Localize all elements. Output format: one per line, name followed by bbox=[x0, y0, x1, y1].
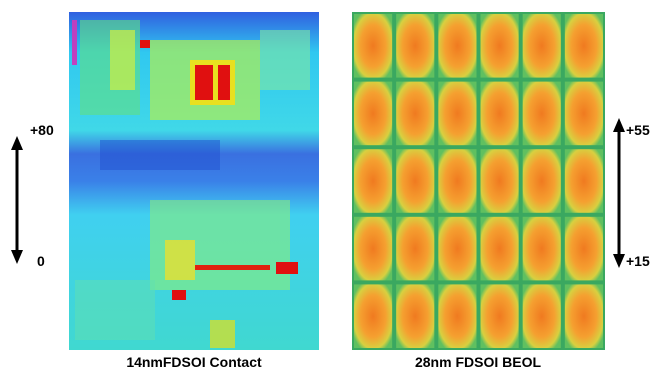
left-heatmap bbox=[69, 12, 319, 350]
tile bbox=[354, 14, 393, 78]
tile bbox=[564, 149, 603, 213]
tile bbox=[354, 81, 393, 146]
tile bbox=[396, 284, 435, 348]
tile bbox=[564, 14, 603, 78]
right-scale-arrow bbox=[613, 118, 625, 268]
tile bbox=[396, 216, 435, 281]
tile bbox=[480, 284, 519, 348]
scale-bottom-label: +15 bbox=[626, 253, 650, 269]
scale-top-label: +55 bbox=[626, 122, 650, 138]
tile bbox=[522, 284, 561, 348]
tile bbox=[480, 81, 519, 146]
scale-top-label: +80 bbox=[30, 122, 54, 138]
tile bbox=[564, 284, 603, 348]
left-scale-arrow bbox=[11, 136, 23, 264]
right-heatmap bbox=[352, 12, 605, 350]
tile bbox=[354, 216, 393, 281]
tile bbox=[438, 14, 477, 78]
caption: 14nmFDSOI Contact bbox=[126, 354, 262, 370]
tile bbox=[354, 149, 393, 213]
scale-bottom-label: 0 bbox=[37, 253, 45, 269]
tile bbox=[438, 149, 477, 213]
tile bbox=[522, 149, 561, 213]
tile bbox=[480, 14, 519, 78]
tile bbox=[438, 284, 477, 348]
tile bbox=[564, 216, 603, 281]
tile bbox=[396, 81, 435, 146]
tile bbox=[396, 14, 435, 78]
tile bbox=[522, 216, 561, 281]
tile bbox=[522, 81, 561, 146]
tile bbox=[522, 14, 561, 78]
caption: 28nm FDSOI BEOL bbox=[415, 354, 541, 370]
tile bbox=[354, 284, 393, 348]
tile bbox=[564, 81, 603, 146]
tile bbox=[480, 149, 519, 213]
tile bbox=[396, 149, 435, 213]
tile bbox=[438, 216, 477, 281]
tile bbox=[438, 81, 477, 146]
tile bbox=[480, 216, 519, 281]
